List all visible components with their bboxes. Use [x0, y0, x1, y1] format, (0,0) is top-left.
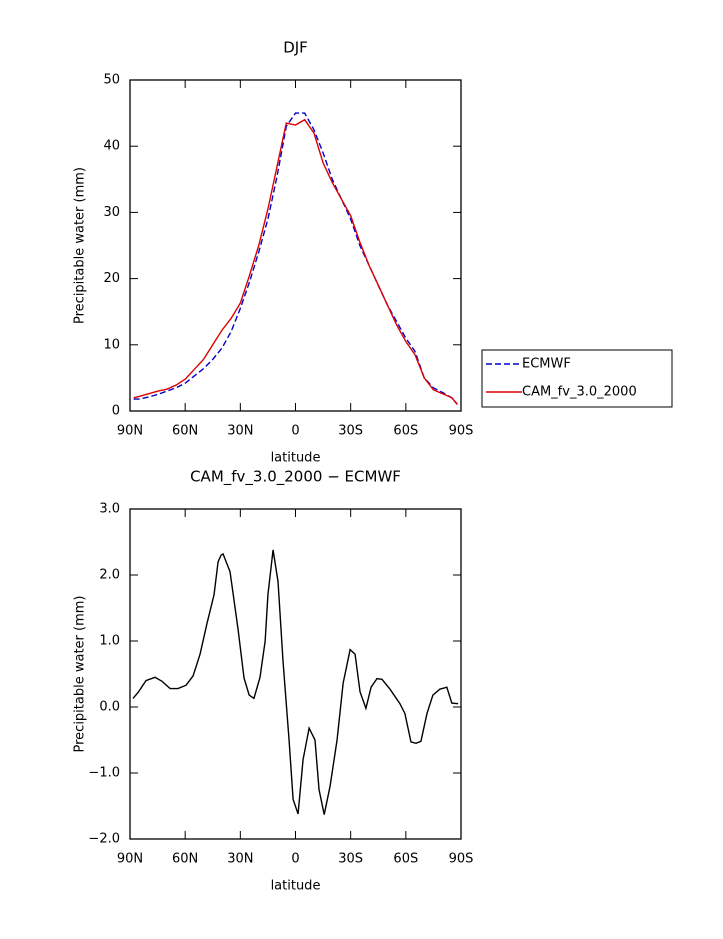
data-line [133, 118, 458, 405]
y-axis-label: Precipitable water (mm) [73, 167, 88, 324]
y-tick-label: 0.0 [99, 700, 120, 715]
plot-frame [129, 79, 462, 412]
x-tick-label: 60N [172, 424, 198, 439]
x-tick-label: 0 [291, 852, 299, 867]
x-tick-label: 90S [449, 852, 474, 867]
y-tick-label: −2.0 [88, 832, 120, 847]
y-tick-label: 10 [103, 337, 120, 352]
plot-frame [129, 508, 462, 840]
x-tick-label: 60S [393, 852, 418, 867]
y-tick-label: 40 [103, 139, 120, 154]
y-tick-label: 50 [103, 73, 120, 88]
y-axis-label: Precipitable water (mm) [73, 596, 88, 753]
legend-label: ECMWF [522, 357, 571, 372]
y-tick-label: 2.0 [99, 568, 120, 583]
chart-title: CAM_fv_3.0_2000 − ECMWF [190, 468, 401, 487]
y-tick-label: 1.0 [99, 634, 120, 649]
x-tick-label: 60N [172, 852, 198, 867]
y-tick-label: 3.0 [99, 502, 120, 517]
x-axis-label: latitude [271, 879, 321, 894]
data-line [133, 112, 458, 405]
x-tick-label: 30N [227, 424, 253, 439]
y-tick-label: 0 [112, 404, 120, 419]
x-tick-label: 30S [338, 424, 363, 439]
y-tick-label: 20 [103, 271, 120, 286]
y-tick-label: 30 [103, 205, 120, 220]
x-tick-label: 90N [117, 424, 143, 439]
x-axis-label: latitude [271, 451, 321, 466]
legend-box [481, 349, 673, 408]
legend-label: CAM_fv_3.0_2000 [522, 385, 637, 400]
x-tick-label: 30S [338, 852, 363, 867]
data-line [132, 549, 459, 815]
x-tick-label: 90S [449, 424, 474, 439]
y-tick-label: −1.0 [88, 766, 120, 781]
x-tick-label: 0 [291, 424, 299, 439]
x-tick-label: 30N [227, 852, 253, 867]
chart-title: DJF [283, 39, 308, 57]
x-tick-label: 90N [117, 852, 143, 867]
x-tick-label: 60S [393, 424, 418, 439]
